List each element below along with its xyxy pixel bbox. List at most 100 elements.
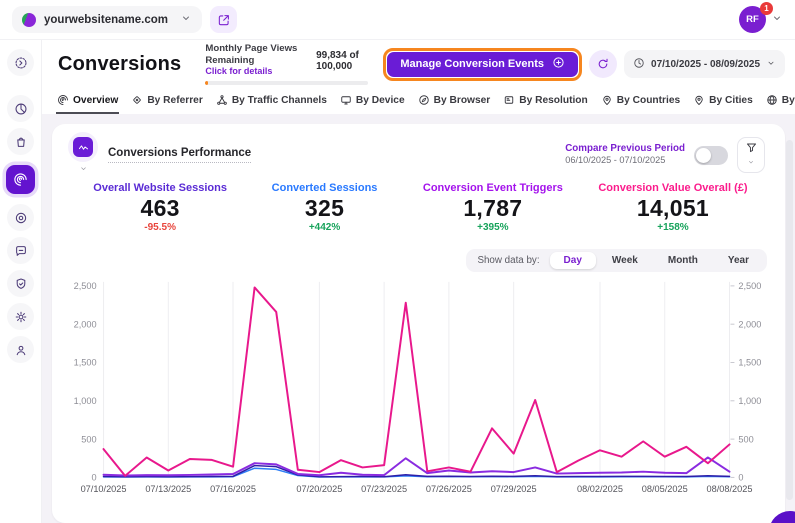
compare-label: Compare Previous Period [565, 143, 685, 156]
chart-line-icon [77, 141, 90, 154]
show-data-by-option-month[interactable]: Month [654, 252, 712, 269]
filter-button[interactable] [737, 137, 765, 173]
metric-label: Conversion Event Triggers [403, 182, 583, 194]
pageviews-quota: Monthly Page Views Remaining Click for d… [205, 43, 373, 85]
show-data-by-option-year[interactable]: Year [714, 252, 763, 269]
compare-range: 06/10/2025 - 07/10/2025 [565, 155, 685, 167]
controls-row: Show data by: DayWeekMonthYear [66, 240, 771, 272]
referrer-icon [131, 94, 143, 106]
tab-overview[interactable]: Overview [56, 88, 119, 114]
tab-by-browser[interactable]: By Browser [417, 88, 492, 114]
conversions-performance-card: Conversions Performance Compare Previous… [52, 124, 785, 523]
quota-details-link[interactable]: Click for details [205, 66, 306, 78]
svg-text:2,500: 2,500 [738, 281, 761, 291]
user-pin-icon [14, 343, 28, 357]
tab-by-device[interactable]: By Device [339, 88, 406, 114]
tab-by-referrer[interactable]: By Referrer [130, 88, 204, 114]
compare-previous-period[interactable]: Compare Previous Period 06/10/2025 - 07/… [565, 143, 685, 168]
avatar-initials: RF [746, 14, 759, 25]
panel-controls: Compare Previous Period 06/10/2025 - 07/… [565, 137, 769, 173]
show-data-by-option-day[interactable]: Day [550, 252, 596, 269]
chevron-down-icon [747, 158, 755, 166]
svg-text:07/16/2025: 07/16/2025 [210, 484, 256, 494]
svg-text:0: 0 [738, 473, 743, 483]
sidebar-item-privacy[interactable] [7, 270, 34, 297]
tab-by-cities[interactable]: By Cities [692, 88, 754, 114]
svg-text:500: 500 [81, 434, 96, 444]
open-website-button[interactable] [210, 6, 237, 33]
show-data-by-label: Show data by: [477, 255, 539, 266]
tab-label: By Countries [617, 95, 680, 106]
tab-label: By Device [356, 95, 405, 106]
svg-text:08/05/2025: 08/05/2025 [642, 484, 688, 494]
chevron-down-icon [771, 12, 783, 24]
metrics-row: Overall Website Sessions463-95.5%Convert… [66, 178, 771, 240]
pie-icon [14, 102, 28, 116]
sidebar-item-conversions[interactable] [6, 165, 35, 194]
site-name: yourwebsitename.com [44, 14, 172, 26]
metric-overall-website-sessions: Overall Website Sessions463-95.5% [74, 182, 246, 240]
tab-by-utm-campaign[interactable]: By UTM Campaign [765, 88, 795, 114]
manage-button-label: Manage Conversion Events [400, 58, 544, 70]
show-data-by-option-week[interactable]: Week [598, 252, 652, 269]
sidebar-item-collapse[interactable] [7, 49, 34, 76]
globe-icon [766, 94, 778, 106]
svg-text:08/08/2025: 08/08/2025 [707, 484, 753, 494]
swirl-icon [57, 94, 69, 106]
metric-label: Conversion Value Overall (£) [583, 182, 763, 194]
sidebar-item-visitors[interactable] [7, 336, 34, 363]
tab-by-countries[interactable]: By Countries [600, 88, 681, 114]
tab-label: By Cities [709, 95, 753, 106]
main-area: Conversions Monthly Page Views Remaining… [42, 40, 795, 523]
quota-value: 99,834 of 100,000 [316, 50, 373, 72]
panel-badge[interactable] [68, 132, 98, 178]
manage-conversion-events-button[interactable]: Manage Conversion Events [387, 52, 578, 77]
date-range-value: 07/10/2025 - 08/09/2025 [651, 59, 760, 70]
metric-delta: -95.5% [74, 222, 246, 233]
clock-icon [633, 57, 645, 72]
refresh-icon [596, 57, 610, 71]
gear-icon [14, 310, 28, 324]
panel-badge-circle [68, 132, 98, 162]
tab-by-traffic-channels[interactable]: By Traffic Channels [215, 88, 328, 114]
svg-text:07/26/2025: 07/26/2025 [426, 484, 472, 494]
plus-circle-icon [552, 56, 565, 72]
tab-by-resolution[interactable]: By Resolution [502, 88, 589, 114]
bag-icon [14, 135, 28, 149]
svg-text:07/10/2025: 07/10/2025 [81, 484, 127, 494]
svg-text:2,000: 2,000 [738, 319, 761, 329]
section-tabs: Overview By Referrer By Traffic Channels By… [42, 88, 795, 115]
svg-text:1,500: 1,500 [74, 358, 97, 368]
refresh-button[interactable] [589, 50, 617, 78]
app-window: yourwebsitename.com RF 1 Conversions Mon… [0, 0, 795, 523]
svg-text:08/02/2025: 08/02/2025 [577, 484, 623, 494]
sidebar-item-settings[interactable] [7, 303, 34, 330]
scrollbar[interactable] [786, 140, 793, 500]
panel-title: Conversions Performance [108, 147, 251, 163]
compare-toggle[interactable] [694, 146, 728, 165]
page-header: Conversions Monthly Page Views Remaining… [42, 40, 795, 88]
plus-circle-icon [552, 56, 565, 69]
sidebar-item-store[interactable] [7, 128, 34, 155]
metric-label: Overall Website Sessions [74, 182, 246, 194]
expand-icon [14, 56, 28, 70]
chevron-down-icon [771, 11, 783, 29]
sidebar-item-feedback[interactable] [7, 237, 34, 264]
avatar[interactable]: RF 1 [739, 6, 766, 33]
toggle-knob [696, 148, 711, 163]
clock-icon [633, 57, 645, 69]
account-menu[interactable]: RF 1 [739, 6, 783, 33]
swirl-icon [13, 172, 28, 187]
svg-text:1,500: 1,500 [738, 358, 761, 368]
sidebar-item-goals[interactable] [7, 204, 34, 231]
metric-delta: +158% [583, 222, 763, 233]
chevron-down-icon [180, 12, 192, 24]
website-selector[interactable]: yourwebsitename.com [12, 6, 202, 33]
sidebar-item-analytics[interactable] [7, 95, 34, 122]
date-range-picker[interactable]: 07/10/2025 - 08/09/2025 [624, 50, 785, 78]
svg-text:500: 500 [738, 434, 753, 444]
browser-icon [418, 94, 430, 106]
header-actions: Manage Conversion Events 07/10/2025 - 08… [383, 48, 787, 81]
chevron-down-icon [747, 154, 755, 169]
chevron-down-icon [180, 11, 192, 29]
